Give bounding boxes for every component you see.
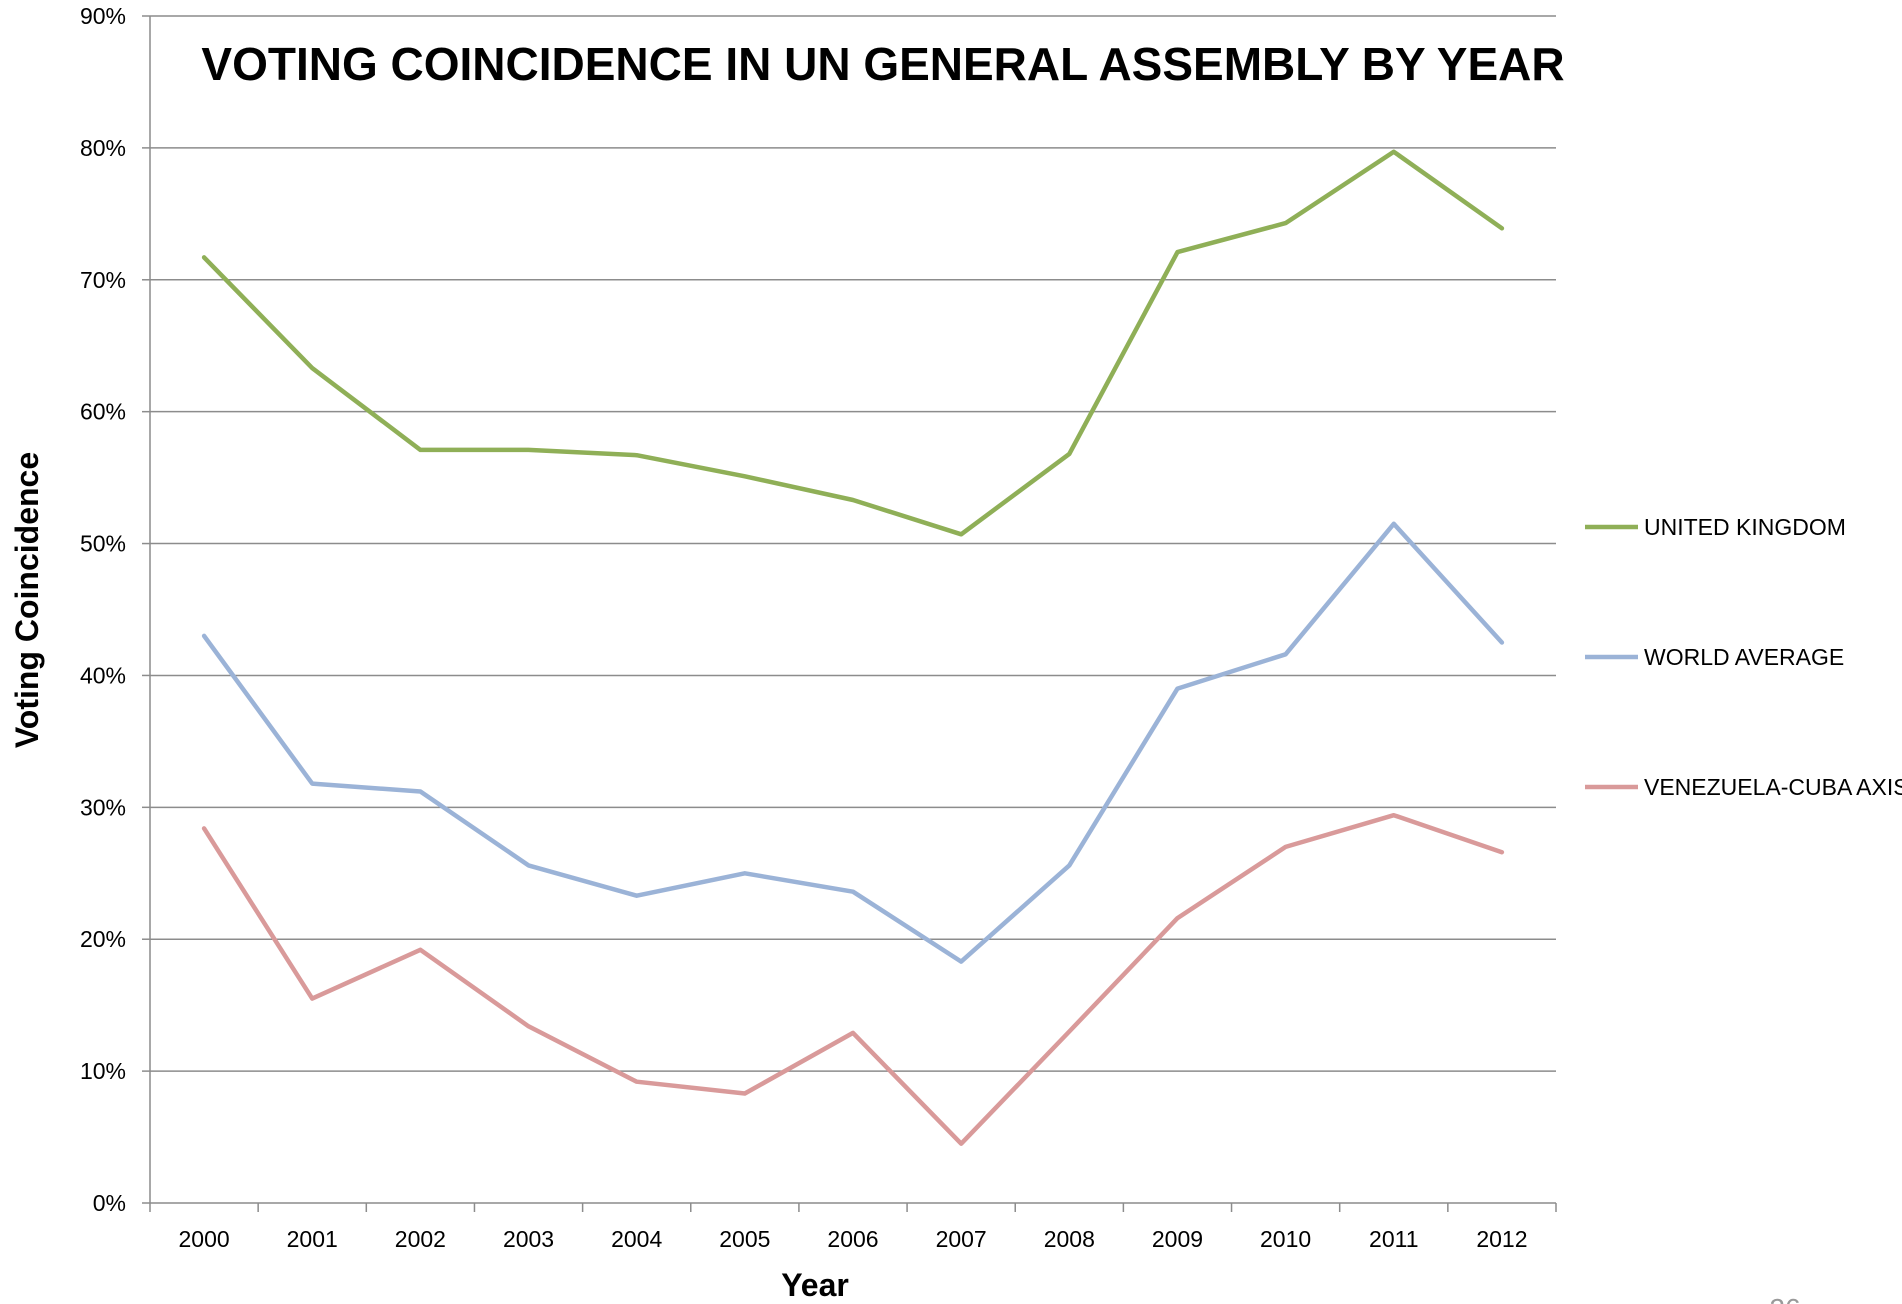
x-tick-label: 2006	[827, 1226, 878, 1252]
x-tick-label: 2003	[503, 1226, 554, 1252]
axes: 0% 10% 20% 30% 40% 50% 60% 70% 80% 90% 2000 2001 200…	[80, 3, 1557, 1252]
page-number: 26	[1769, 1293, 1800, 1304]
x-tick-label: 2012	[1476, 1226, 1527, 1252]
y-axis-title: Voting Coincidence	[9, 452, 45, 748]
y-tick-label: 50%	[80, 531, 126, 557]
series-line-world-average	[201, 521, 1505, 964]
x-tick-label: 2001	[287, 1226, 338, 1252]
y-tick-label: 30%	[80, 794, 126, 820]
y-tick-label: 70%	[80, 267, 126, 293]
y-tick-label: 10%	[80, 1058, 126, 1084]
x-tick-label: 2004	[611, 1226, 662, 1252]
x-tick-label: 2010	[1260, 1226, 1311, 1252]
x-axis-title: Year	[781, 1267, 849, 1303]
gridlines	[150, 15, 1556, 1072]
y-tick-label: 60%	[80, 399, 126, 425]
series-line-united-kingdom	[201, 149, 1505, 537]
x-tick-label: 2007	[936, 1226, 987, 1252]
chart-title: VOTING COINCIDENCE IN UN GENERAL ASSEMBL…	[201, 38, 1564, 90]
x-tick-label: 2011	[1369, 1226, 1418, 1252]
legend: UNITED KINGDOM WORLD AVERAGE VENEZUELA-CUB…	[1585, 514, 1902, 800]
x-tick-label: 2008	[1044, 1226, 1095, 1252]
y-tick-label: 0%	[93, 1190, 126, 1216]
legend-label-world-average: WORLD AVERAGE	[1644, 644, 1844, 670]
x-tick-label: 2009	[1152, 1226, 1203, 1252]
x-tick-label: 2005	[719, 1226, 770, 1252]
series-line-venezuela-cuba-axis	[201, 812, 1505, 1146]
y-tick-label: 90%	[80, 3, 126, 29]
y-tick-label: 80%	[80, 135, 126, 161]
x-tick-label: 2000	[178, 1226, 229, 1252]
legend-label-venezuela-cuba-axis: VENEZUELA-CUBA AXIS	[1644, 774, 1902, 800]
series-lines	[201, 149, 1505, 1146]
legend-label-united-kingdom: UNITED KINGDOM	[1644, 514, 1846, 540]
y-tick-label: 40%	[80, 662, 126, 688]
x-tick-label: 2002	[395, 1226, 446, 1252]
y-tick-label: 20%	[80, 926, 126, 952]
